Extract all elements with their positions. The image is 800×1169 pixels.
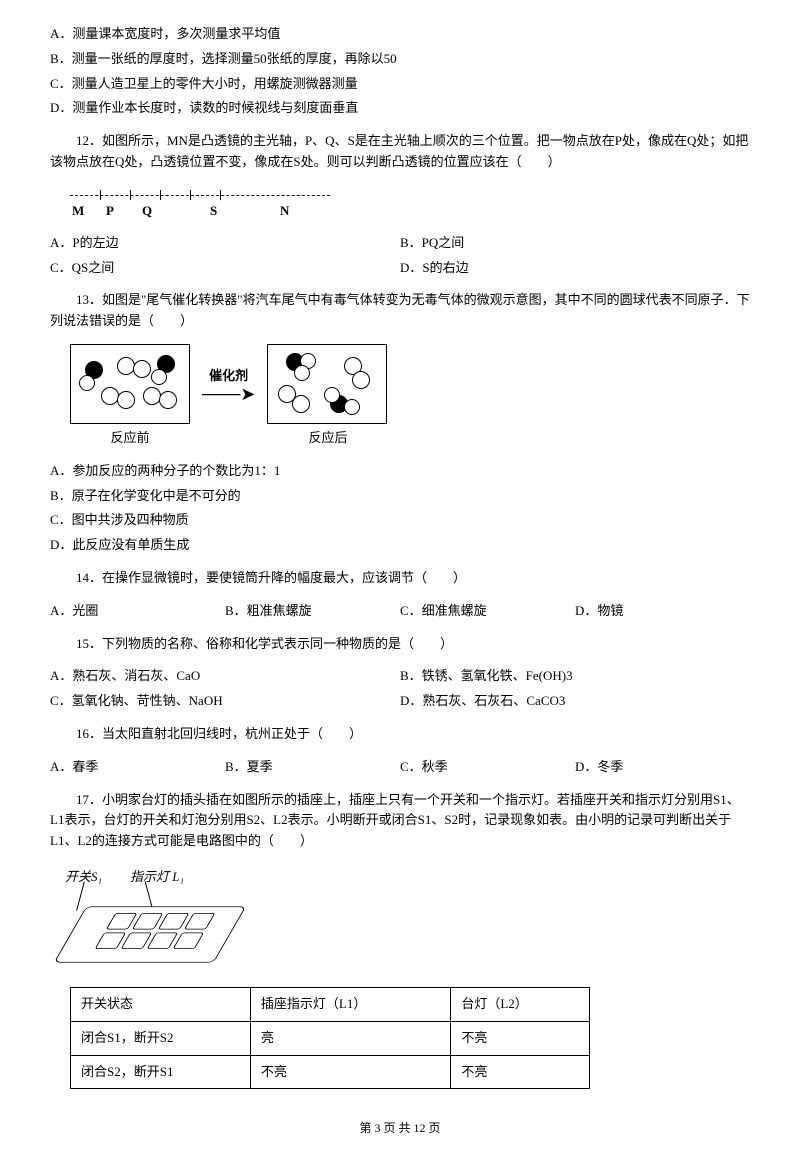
- switch-label: 开关: [65, 869, 91, 884]
- q12-text: 12．如图所示，MN是凸透镜的主光轴，P、Q、S是在主光轴上顺次的三个位置。把一…: [50, 131, 750, 173]
- q13-text: 13．如图是"尾气催化转换器"将汽车尾气中有毒气体转变为无毒气体的微观示意图，其…: [50, 290, 750, 332]
- td-11: 不亮: [250, 1055, 450, 1089]
- axis-n: N: [280, 201, 289, 222]
- td-10: 闭合S2，断开S1: [71, 1055, 251, 1089]
- q16-opt-c: C．秋季: [400, 757, 575, 778]
- q15-opt-d: D．熟石灰、石灰石、CaCO3: [400, 691, 750, 712]
- q16-opt-d: D．冬季: [575, 757, 750, 778]
- prefix-opt-a: A．测量课本宽度时，多次测量求平均值: [50, 24, 750, 45]
- q13-after-box: [267, 344, 387, 424]
- q12-axis-diagram: M P Q S N: [70, 185, 330, 225]
- table-header-row: 开关状态 插座指示灯（L1） 台灯（L2）: [71, 987, 590, 1021]
- q13-opt-d: D．此反应没有单质生成: [50, 535, 750, 556]
- q12-opt-a: A．P的左边: [50, 233, 400, 254]
- td-01: 亮: [250, 1021, 450, 1055]
- q14-text: 14．在操作显微镜时，要使镜筒升降的幅度最大，应该调节（ ）: [50, 568, 750, 589]
- page-footer: 第 3 页 共 12 页: [50, 1119, 750, 1138]
- s1-label: S₁: [91, 869, 102, 884]
- axis-q: Q: [142, 201, 152, 222]
- q16-opt-b: B．夏季: [225, 757, 400, 778]
- q13-opt-a: A．参加反应的两种分子的个数比为1：1: [50, 461, 750, 482]
- q12-opt-d: D．S的右边: [400, 258, 750, 279]
- q13-before-caption: 反应前: [70, 428, 190, 449]
- q13-diagram: 催化剂 ───➤: [70, 344, 750, 424]
- table-row: 闭合S1，断开S2 亮 不亮: [71, 1021, 590, 1055]
- q14-opt-b: B．粗准焦螺旋: [225, 601, 400, 622]
- q15-opt-b: B．铁锈、氢氧化铁、Fe(OH)3: [400, 666, 750, 687]
- q14-opt-c: C．细准焦螺旋: [400, 601, 575, 622]
- q13-after-caption: 反应后: [268, 428, 388, 449]
- q14-opt-a: A．光圈: [50, 601, 225, 622]
- q13-arrow: 催化剂 ───➤: [202, 366, 255, 401]
- q13-before-box: [70, 344, 190, 424]
- q14-opt-d: D．物镜: [575, 601, 750, 622]
- q17-text: 17．小明家台灯的插头插在如图所示的插座上，插座上只有一个开关和一个指示灯。若插…: [50, 790, 750, 852]
- axis-m: M: [72, 201, 84, 222]
- prefix-opt-c: C．测量人造卫星上的零件大小时，用螺旋测微器测量: [50, 74, 750, 95]
- table-row: 闭合S2，断开S1 不亮 不亮: [71, 1055, 590, 1089]
- q14-options: A．光圈 B．粗准焦螺旋 C．细准焦螺旋 D．物镜: [50, 601, 750, 622]
- q15-text: 15．下列物质的名称、俗称和化学式表示同一种物质的是（ ）: [50, 634, 750, 655]
- q13-opt-b: B．原子在化学变化中是不可分的: [50, 486, 750, 507]
- td-00: 闭合S1，断开S2: [71, 1021, 251, 1055]
- q16-options: A．春季 B．夏季 C．秋季 D．冬季: [50, 757, 750, 778]
- q12-options-row2: C．QS之间 D．S的右边: [50, 258, 750, 279]
- td-12: 不亮: [451, 1055, 590, 1089]
- q13-caption: 反应前 反应后: [70, 428, 750, 449]
- q12-opt-c: C．QS之间: [50, 258, 400, 279]
- q12-opt-b: B．PQ之间: [400, 233, 750, 254]
- th-l1: 插座指示灯（L1）: [250, 987, 450, 1021]
- q13-opt-c: C．图中共涉及四种物质: [50, 510, 750, 531]
- q15-opt-c: C．氢氧化钠、苛性钠、NaOH: [50, 691, 400, 712]
- l1-label: L₁: [172, 869, 184, 884]
- prefix-opt-d: D．测量作业本长度时，读数的时候视线与刻度面垂直: [50, 98, 750, 119]
- q15-options-row2: C．氢氧化钠、苛性钠、NaOH D．熟石灰、石灰石、CaCO3: [50, 691, 750, 712]
- q16-text: 16．当太阳直射北回归线时，杭州正处于（ ）: [50, 724, 750, 745]
- q16-opt-a: A．春季: [50, 757, 225, 778]
- axis-p: P: [106, 201, 114, 222]
- th-state: 开关状态: [71, 987, 251, 1021]
- socket-diagram: 开关S₁ 指示灯 L₁: [70, 867, 250, 977]
- q12-options-row1: A．P的左边 B．PQ之间: [50, 233, 750, 254]
- q15-options-row1: A．熟石灰、消石灰、CaO B．铁锈、氢氧化铁、Fe(OH)3: [50, 666, 750, 687]
- th-l2: 台灯（L2）: [451, 987, 590, 1021]
- q15-opt-a: A．熟石灰、消石灰、CaO: [50, 666, 400, 687]
- axis-s: S: [210, 201, 217, 222]
- light-label: 指示灯: [130, 869, 169, 884]
- q17-table: 开关状态 插座指示灯（L1） 台灯（L2） 闭合S1，断开S2 亮 不亮 闭合S…: [70, 987, 590, 1089]
- td-02: 不亮: [451, 1021, 590, 1055]
- prefix-opt-b: B．测量一张纸的厚度时，选择测量50张纸的厚度，再除以50: [50, 49, 750, 70]
